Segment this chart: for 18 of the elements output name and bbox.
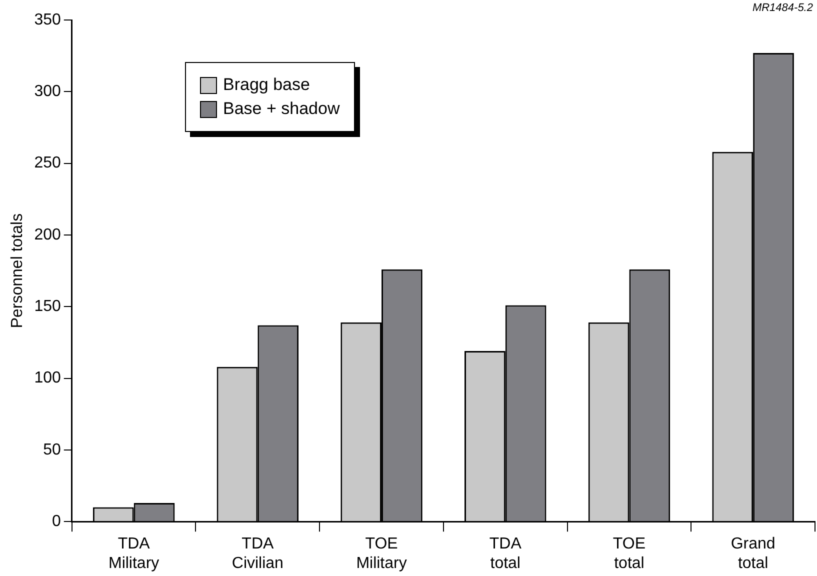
y-tick-label: 50 <box>43 441 61 458</box>
y-tick-label: 300 <box>34 83 61 100</box>
y-axis-title: Personnel totals <box>9 213 26 328</box>
legend-label: Bragg base <box>223 75 310 95</box>
y-tick-label: 250 <box>34 154 61 172</box>
x-tick-label: TOE Military <box>356 536 407 572</box>
y-tick-label: 100 <box>34 370 61 387</box>
y-tick-label: 150 <box>34 298 61 316</box>
y-tick-label: 350 <box>34 11 61 28</box>
x-tick-label: Grand total <box>730 536 776 572</box>
y-tick-label: 0 <box>52 513 61 530</box>
x-tick-label: TOE total <box>612 536 646 572</box>
y-tick-label: 200 <box>34 226 61 244</box>
x-tick-label: TDA total <box>489 536 522 572</box>
x-tick-label: TDA Military <box>108 536 160 572</box>
legend-label: Base + shadow <box>223 99 340 119</box>
text: MR1484-5.2 <box>752 2 813 14</box>
x-tick-label: TDA Civilian <box>232 536 284 572</box>
